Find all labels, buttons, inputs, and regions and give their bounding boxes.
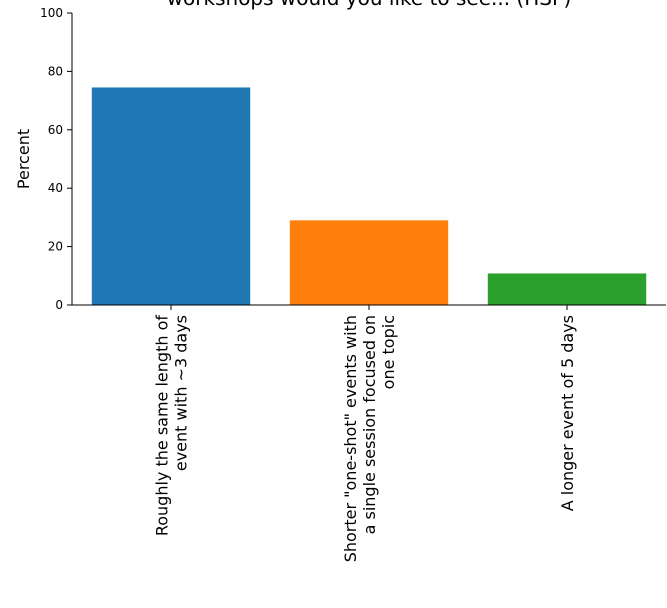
x-tick-label: A longer event of 5 days (558, 315, 577, 511)
bar (91, 87, 251, 306)
bar (289, 220, 449, 305)
x-tick-label: Shorter "one-shot" events witha single s… (341, 315, 398, 562)
x-tick-label-line: Shorter "one-shot" events with (341, 315, 360, 562)
bar (487, 273, 647, 305)
y-tick-label: 100 (40, 6, 63, 20)
x-tick-label-line: A longer event of 5 days (558, 315, 577, 511)
x-tick-label: Roughly the same length ofevent with ~3 … (153, 315, 191, 537)
y-axis-ticks: 0 20 40 60 80 100 (40, 6, 72, 312)
x-tick-label-line: a single session focused on (360, 315, 379, 534)
y-tick-label: 0 (55, 298, 63, 312)
y-tick-label: 60 (48, 123, 63, 137)
y-axis-label: Percent (14, 129, 33, 189)
y-tick-label: 80 (48, 64, 63, 78)
x-tick-label-line: Roughly the same length of (153, 315, 172, 537)
y-tick-label: 40 (48, 181, 63, 195)
bars-group (91, 87, 647, 306)
y-tick-label: 20 (48, 240, 63, 254)
x-axis-ticks: Roughly the same length ofevent with ~3 … (153, 305, 577, 562)
x-tick-label-line: one topic (379, 315, 398, 389)
x-tick-label-line: event with ~3 days (172, 315, 191, 471)
chart-title: workshops would you like to see... (HSF) (167, 0, 572, 10)
